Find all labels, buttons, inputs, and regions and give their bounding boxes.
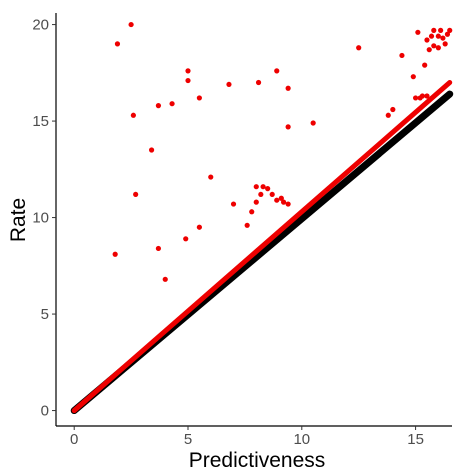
x-tick-label-0: 0	[70, 431, 78, 448]
data-point-14	[196, 95, 202, 101]
fit-line	[71, 79, 453, 414]
data-point-7	[155, 103, 162, 109]
data-point-2	[128, 21, 134, 28]
data-point-20	[253, 199, 259, 205]
data-point-11	[185, 77, 191, 84]
data-point-39	[410, 74, 416, 80]
y-tick-label-5: 5	[41, 306, 49, 323]
data-point-23	[258, 191, 264, 198]
data-point-13	[196, 224, 202, 230]
data-point-19	[249, 209, 255, 215]
y-tick-label-15: 15	[32, 113, 49, 130]
data-point-18	[244, 222, 250, 228]
data-point-5	[148, 147, 155, 153]
y-tick-label-20: 20	[32, 17, 49, 34]
data-point-43	[419, 93, 426, 99]
data-point-8	[162, 276, 168, 282]
x-tick-label-5: 5	[184, 431, 192, 448]
data-point-37	[390, 106, 396, 113]
data-point-33	[285, 201, 291, 207]
y-tick-label-0: 0	[41, 403, 49, 420]
data-point-15	[208, 174, 214, 180]
data-point-34	[310, 120, 316, 126]
data-point-44	[424, 93, 430, 99]
data-point-41	[415, 29, 421, 35]
data-point-31	[285, 85, 291, 91]
data-point-24	[260, 184, 266, 190]
data-point-54	[440, 35, 446, 41]
data-point-26	[269, 191, 275, 198]
data-point-12	[185, 68, 191, 74]
data-point-28	[274, 197, 280, 203]
data-point-45	[422, 62, 428, 68]
data-point-38	[399, 52, 405, 59]
data-point-1	[114, 41, 121, 47]
chart-axes: 0 5 10 15 0 5 10 15 20	[32, 13, 452, 448]
data-point-10	[183, 236, 189, 242]
data-point-57	[447, 27, 453, 33]
y-axis-title: Rate	[7, 198, 30, 242]
x-axis-title: Predictiveness	[189, 449, 326, 472]
data-point-27	[274, 68, 280, 74]
data-point-40	[412, 95, 419, 101]
data-point-4	[133, 191, 139, 198]
data-point-30	[280, 199, 287, 205]
data-point-21	[253, 184, 259, 190]
chart-marks	[70, 21, 454, 415]
data-point-49	[431, 27, 437, 33]
data-point-29	[278, 195, 284, 201]
data-point-32	[285, 124, 291, 130]
data-point-16	[226, 81, 232, 88]
data-point-47	[426, 47, 432, 53]
data-point-46	[424, 37, 430, 43]
data-point-53	[438, 27, 444, 33]
data-point-55	[442, 41, 448, 47]
data-point-9	[169, 101, 175, 107]
data-point-17	[230, 201, 237, 207]
data-point-22	[255, 79, 262, 86]
data-point-6	[155, 245, 162, 252]
data-point-3	[130, 112, 136, 118]
data-point-0	[112, 251, 118, 257]
data-point-35	[356, 45, 362, 51]
data-point-52	[435, 45, 441, 51]
data-point-48	[428, 33, 435, 39]
data-point-50	[431, 43, 437, 49]
x-tick-label-15: 15	[407, 431, 424, 448]
y-tick-label-10: 10	[32, 210, 49, 227]
data-point-36	[385, 112, 391, 118]
x-tick-label-10: 10	[293, 431, 310, 448]
data-point-25	[265, 186, 271, 192]
data-point-56	[444, 31, 451, 37]
data-point-51	[435, 33, 441, 39]
